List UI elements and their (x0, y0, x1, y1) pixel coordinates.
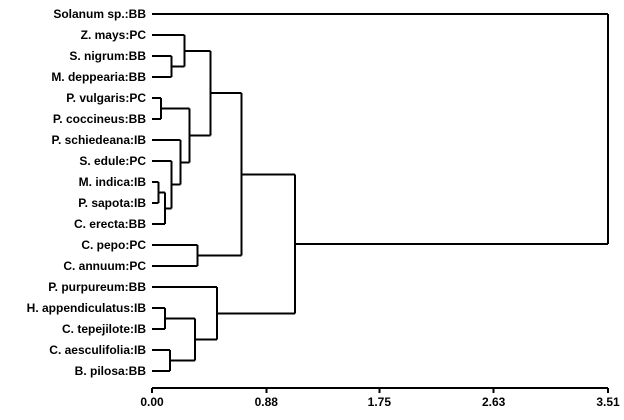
leaf-label: S. edule:PC (79, 154, 146, 168)
leaf-label: P. sapota:IB (78, 196, 146, 210)
axis-tick-label: 2.63 (481, 395, 506, 409)
leaf-label: Z. mays:PC (80, 28, 146, 42)
leaf-label: H. appendiculatus:IB (26, 301, 146, 315)
leaf-label: C. annuum:PC (63, 259, 146, 273)
axis-tick-label: 0.88 (254, 395, 278, 409)
leaf-label: M. deppearia:BB (51, 70, 146, 84)
leaf-label: B. pilosa:BB (74, 364, 146, 378)
axis-tick-label: 1.75 (367, 395, 392, 409)
leaf-label: P. coccineus:BB (52, 112, 146, 126)
leaf-label: P. purpureum:BB (48, 280, 146, 294)
axis-tick-label: 3.51 (596, 395, 620, 409)
leaf-label: C. tepejilote:IB (61, 322, 146, 336)
leaf-label: C. pepo:PC (81, 238, 146, 252)
axis-tick-label: 0.00 (140, 395, 164, 409)
leaf-label: P. vulgaris:PC (66, 91, 146, 105)
leaf-label: M. indica:IB (78, 175, 146, 189)
leaf-label: C. aesculifolia:IB (49, 343, 146, 357)
leaf-label: P. schiedeana:IB (51, 133, 147, 147)
leaf-label: C. erecta:BB (73, 217, 146, 231)
leaf-label: S. nigrum:BB (69, 49, 146, 63)
leaf-label: Solanum sp.:BB (53, 7, 146, 21)
